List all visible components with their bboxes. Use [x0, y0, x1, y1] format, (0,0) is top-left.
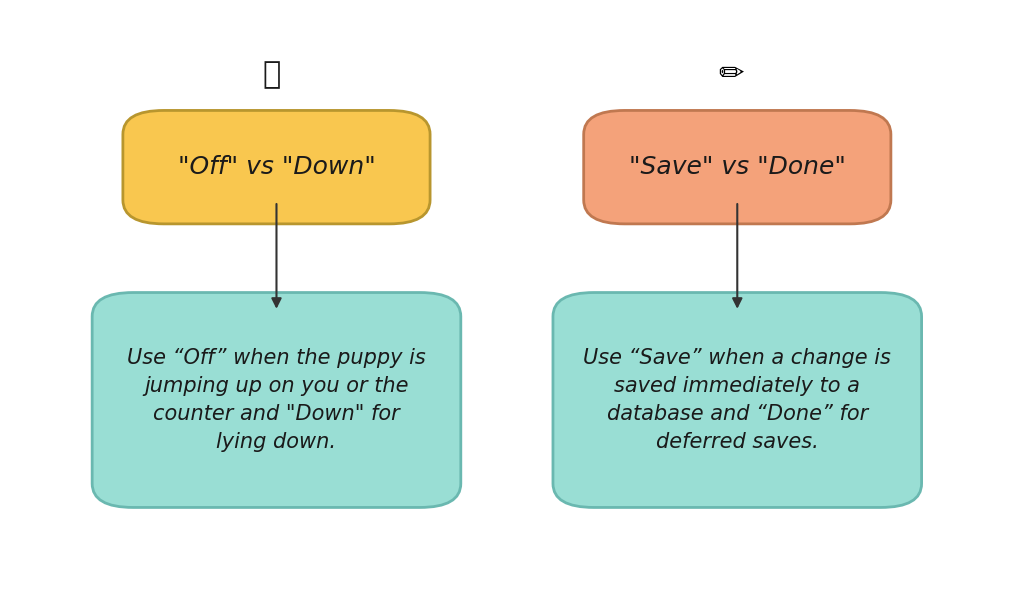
Text: Use “Save” when a change is
saved immediately to a
database and “Done” for
defer: Use “Save” when a change is saved immedi… — [584, 348, 891, 452]
FancyBboxPatch shape — [584, 110, 891, 224]
Text: "Off" vs "Down": "Off" vs "Down" — [177, 155, 376, 179]
Text: Use “Off” when the puppy is
jumping up on you or the
counter and "Down" for
lyin: Use “Off” when the puppy is jumping up o… — [127, 348, 426, 452]
Text: ✏️: ✏️ — [720, 60, 744, 89]
Text: "Save" vs "Done": "Save" vs "Done" — [629, 155, 846, 179]
FancyBboxPatch shape — [92, 293, 461, 507]
FancyBboxPatch shape — [123, 110, 430, 224]
FancyBboxPatch shape — [553, 293, 922, 507]
Text: 🐾: 🐾 — [262, 60, 281, 89]
